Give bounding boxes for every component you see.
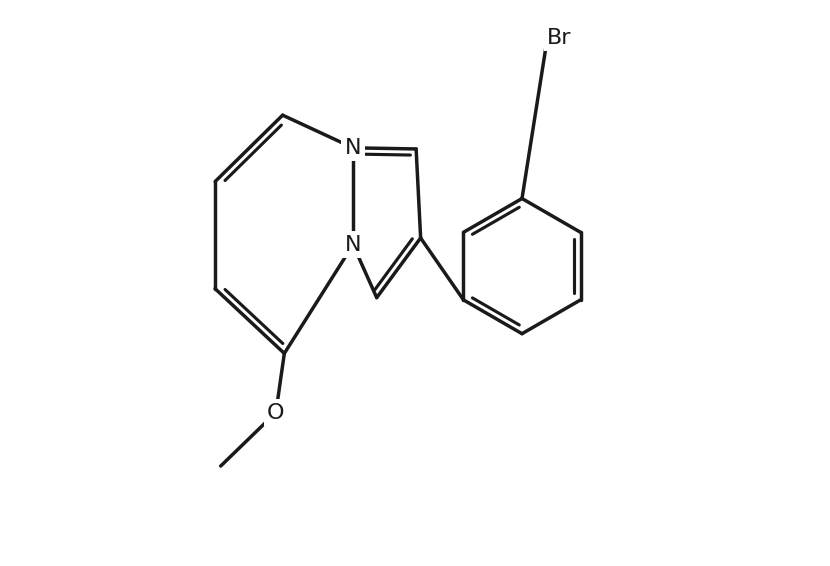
Text: N: N: [344, 138, 361, 158]
Text: Br: Br: [547, 28, 572, 48]
Text: N: N: [344, 235, 361, 255]
Text: O: O: [267, 402, 285, 423]
